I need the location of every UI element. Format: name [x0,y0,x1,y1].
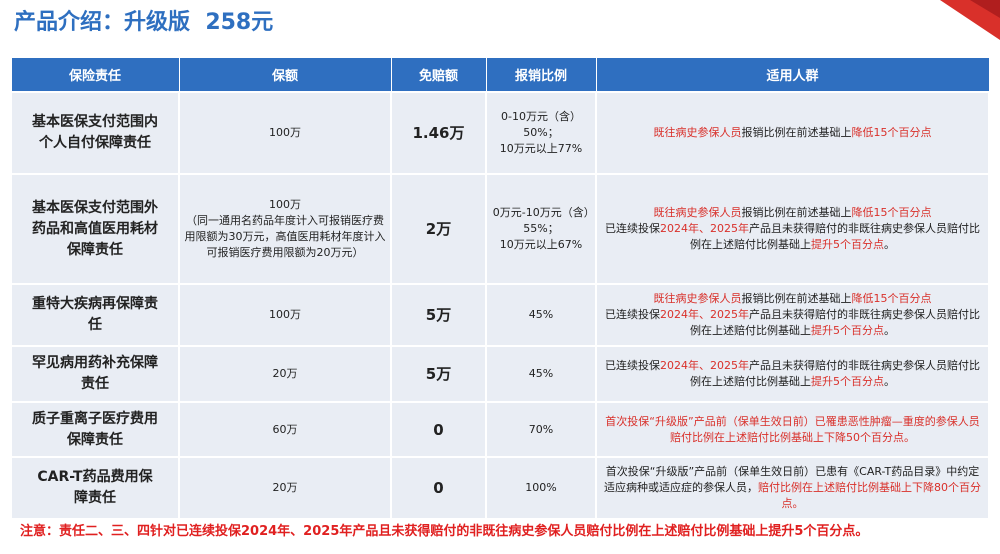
text-segment: 2024年、2025年 [660,222,749,235]
deductible-cell: 5万 [390,345,487,403]
table-row: 重特大疾病再保障责任 100万 5万 45% 既往病史参保人员报销比例在前述基础上降低1… [10,283,990,347]
duty-cell: CAR-T药品费用保障责任 [10,456,180,520]
text-segment: 已连续投保 [605,222,660,235]
ratio-cell: 70% [485,401,597,458]
deductible-cell: 2万 [390,173,487,285]
table-row: 基本医保支付范围外药品和高值医用耗材保障责任 100万 （同一通用名药品年度计入可… [10,173,990,285]
people-paragraph: 已连续投保2024年、2025年产品且未获得赔付的非既往病史参保人员赔付比例在上… [601,358,984,390]
deductible-cell: 0 [390,456,487,520]
table-row: 罕见病用药补充保障责任 20万 5万 45% 已连续投保2024年、2025年产品且未获… [10,345,990,403]
people-cell: 首次投保“升级版”产品前（保单生效日前）已患有《CAR-T药品目录》中约定适应病… [595,456,990,520]
table-row: 基本医保支付范围内个人自付保障责任 100万 1.46万 0-10万元（含）50%； … [10,91,990,175]
text-segment: 报销比例在前述基础上 [741,126,852,139]
text-segment: 提升5个百分点 [811,375,884,388]
text-segment: 赔付比例在上述赔付比例基础上下降80个百分点。 [758,481,981,510]
duty-cell: 基本医保支付范围内个人自付保障责任 [10,91,180,175]
deductible-cell: 0 [390,401,487,458]
people-cell: 既往病史参保人员报销比例在前述基础上降低15个百分点 [595,91,990,175]
deductible-cell: 1.46万 [390,91,487,175]
title: 产品介绍：升级版 258元 [14,10,274,35]
ratio-cell: 100% [485,456,597,520]
amount-cell: 60万 [178,401,392,458]
column-header: 免赔额 [390,57,487,93]
text-segment: 2024年、2025年 [660,308,749,321]
text-segment: 产品且未获得赔付的非既往病史参保人员赔付比例在上述赔付比例基础上 [690,222,980,251]
column-header: 适用人群 [595,57,990,93]
text-segment: 首次投保“升级版”产品前（保单生效日前）已罹患恶性肿瘤—重度的参保人员赔付比例在… [605,414,980,444]
duty-cell: 质子重离子医疗费用保障责任 [10,401,180,458]
text-segment: 降低15个百分点 [851,206,932,219]
duty-cell: 罕见病用药补充保障责任 [10,345,180,403]
people-cell: 既往病史参保人员报销比例在前述基础上降低15个百分点 已连续投保2024年、202… [595,283,990,347]
text-segment: 降低15个百分点 [851,126,932,139]
people-paragraph: 既往病史参保人员报销比例在前述基础上降低15个百分点 [601,125,984,141]
table: 保险责任 保额 免赔额 报销比例 适用人群 基本医保支付范围内个人自付保障责任 100万 1… [10,57,990,520]
deductible-cell: 5万 [390,283,487,347]
text-segment: 已连续投保 [605,308,660,321]
text-segment: 。 [884,375,895,388]
people-cell: 已连续投保2024年、2025年产品且未获得赔付的非既往病史参保人员赔付比例在上… [595,345,990,403]
text-segment: 既往病史参保人员 [653,206,742,219]
ratio-cell: 0万元-10万元（含）55%； 10万元以上67% [485,173,597,285]
text-segment: 既往病史参保人员 [653,292,742,305]
corner-decoration [940,0,1000,40]
people-paragraph: 首次投保“升级版”产品前（保单生效日前）已患有《CAR-T药品目录》中约定适应病… [601,464,984,512]
column-header: 报销比例 [485,57,597,93]
duty-cell: 基本医保支付范围外药品和高值医用耗材保障责任 [10,173,180,285]
text-segment: 首次投保“升级版”产品前（保单生效日前）已患有《CAR-T药品目录》中约定适应病… [604,465,980,494]
header-row: 保险责任 保额 免赔额 报销比例 适用人群 [10,57,990,93]
people-paragraph: 既往病史参保人员报销比例在前述基础上降低15个百分点 [601,205,984,221]
amount-cell: 20万 [178,456,392,520]
ratio-cell: 0-10万元（含）50%； 10万元以上77% [485,91,597,175]
text-segment: 提升5个百分点 [811,238,884,251]
people-paragraph: 既往病史参保人员报销比例在前述基础上降低15个百分点 [601,291,984,307]
text-segment: 报销比例在前述基础上 [741,206,852,219]
people-paragraph: 已连续投保2024年、2025年产品且未获得赔付的非既往病史参保人员赔付比例在上… [601,307,984,339]
amount-cell: 100万 [178,91,392,175]
text-segment: 提升5个百分点 [811,324,884,337]
column-header: 保额 [178,57,392,93]
text-segment: 降低15个百分点 [851,292,932,305]
ratio-cell: 45% [485,283,597,347]
people-cell: 既往病史参保人员报销比例在前述基础上降低15个百分点 已连续投保2024年、202… [595,173,990,285]
text-segment: 产品且未获得赔付的非既往病史参保人员赔付比例在上述赔付比例基础上 [690,308,980,337]
column-header: 保险责任 [10,57,180,93]
text-segment: 。 [884,238,895,251]
note: 注意：责任二、三、四针对已连续投保2024年、2025年产品且未获得赔付的非既往… [20,524,869,539]
text-segment: 报销比例在前述基础上 [741,292,852,305]
text-segment: 既往病史参保人员 [653,126,742,139]
people-paragraph: 首次投保“升级版”产品前（保单生效日前）已罹患恶性肿瘤—重度的参保人员赔付比例在… [601,414,984,446]
table-row: 质子重离子医疗费用保障责任 60万 0 70% 首次投保“升级版”产品前（保单生效日前）… [10,401,990,458]
people-cell: 首次投保“升级版”产品前（保单生效日前）已罹患恶性肿瘤—重度的参保人员赔付比例在… [595,401,990,458]
text-segment: 。 [884,324,895,337]
table-row: CAR-T药品费用保障责任 20万 0 100% 首次投保“升级版”产品前（保单生效日前… [10,456,990,520]
amount-cell: 100万 [178,283,392,347]
amount-cell: 20万 [178,345,392,403]
people-paragraph: 已连续投保2024年、2025年产品且未获得赔付的非既往病史参保人员赔付比例在上… [601,221,984,253]
amount-cell: 100万 （同一通用名药品年度计入可报销医疗费用限额为30万元，高值医用耗材年度… [178,173,392,285]
ratio-cell: 45% [485,345,597,403]
text-segment: 已连续投保 [605,359,660,372]
text-segment: 产品且未获得赔付的非既往病史参保人员赔付比例在上述赔付比例基础上 [690,359,980,388]
duty-cell: 重特大疾病再保障责任 [10,283,180,347]
text-segment: 2024年、2025年 [660,359,749,372]
